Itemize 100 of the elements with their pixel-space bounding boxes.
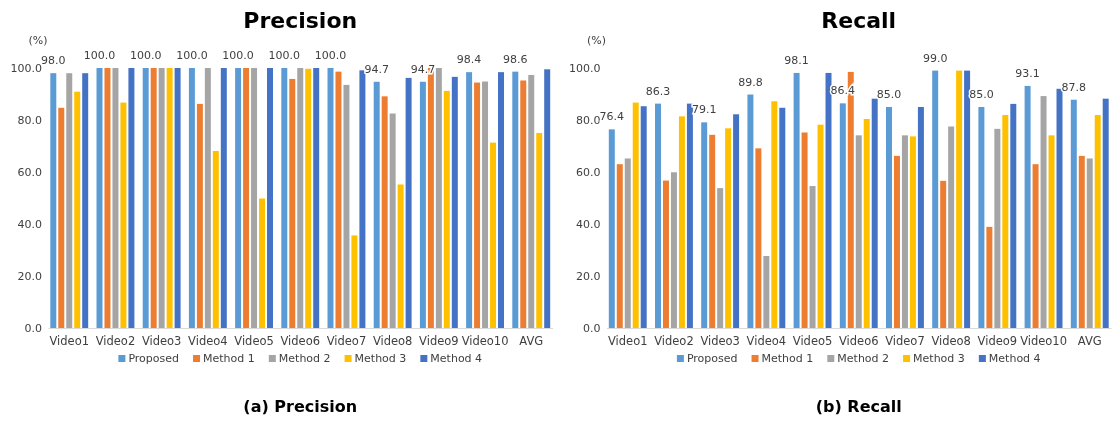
bar	[978, 107, 985, 328]
data-label: 87.8	[1061, 80, 1087, 94]
data-label: 94.7	[364, 62, 389, 76]
bar	[281, 68, 288, 328]
y-tick-label: 20.0	[576, 270, 601, 284]
data-label: 98.4	[456, 53, 482, 67]
data-label: 86.3	[645, 84, 671, 98]
legend-label: Method 2	[278, 352, 331, 365]
y-tick-label: 20.0	[17, 270, 42, 284]
data-label: 100.0	[83, 49, 116, 62]
data-label: 100.0	[268, 49, 301, 62]
x-tick-label: Video1	[49, 334, 90, 349]
y-tick-label: 40.0	[17, 218, 42, 232]
legend-label: Method 3	[913, 352, 965, 365]
bar	[289, 78, 296, 328]
legend-label: Method 1	[761, 352, 814, 365]
bar	[1002, 115, 1009, 328]
bar	[174, 68, 181, 328]
bar	[701, 122, 708, 328]
bar	[498, 72, 504, 328]
bar	[1094, 115, 1101, 328]
bar	[932, 70, 939, 328]
bar	[632, 102, 639, 328]
data-label: 79.1	[691, 103, 717, 117]
bar	[58, 107, 65, 328]
bar	[313, 68, 320, 328]
bar	[809, 186, 816, 328]
bar	[1078, 155, 1085, 328]
bar	[343, 84, 350, 328]
data-label: 100.0	[129, 49, 162, 62]
y-tick-label: 100.0	[10, 62, 42, 76]
bar	[204, 68, 211, 328]
data-label: 93.1	[1015, 66, 1040, 80]
y-tick-label: 80.0	[17, 114, 42, 128]
bar	[235, 68, 242, 328]
bar	[435, 68, 442, 328]
text: (a) Precision	[243, 397, 358, 416]
data-label: 94.7	[410, 62, 436, 76]
data-label: 85.0	[969, 88, 994, 101]
bar	[243, 68, 250, 328]
legend-label: Method 1	[203, 352, 255, 365]
bar	[771, 101, 778, 328]
bar	[994, 128, 1001, 328]
bar	[655, 103, 661, 328]
bar	[1102, 98, 1109, 328]
bar	[616, 164, 623, 328]
bar	[686, 103, 693, 328]
data-label: 89.8	[738, 75, 763, 89]
chart-title: Precision	[243, 8, 358, 33]
bar	[747, 94, 754, 328]
bar	[1070, 99, 1077, 328]
bar	[733, 114, 740, 328]
bar	[196, 103, 203, 328]
bar	[893, 155, 900, 328]
bar	[793, 72, 800, 328]
bar	[1048, 135, 1055, 328]
data-label: 99.0	[922, 51, 948, 65]
x-tick-label: AVG	[519, 334, 544, 349]
x-tick-label: Video8	[931, 334, 971, 349]
bar	[188, 68, 195, 328]
bar	[940, 180, 947, 328]
bar	[964, 70, 971, 328]
bar	[709, 134, 716, 328]
x-tick-label: Video10	[461, 334, 509, 349]
x-tick-label: Video7	[885, 334, 925, 349]
bar	[490, 142, 497, 328]
data-label: 100.0	[176, 49, 208, 62]
bar	[451, 76, 458, 328]
legend-label: Method 4	[430, 352, 483, 365]
bar	[74, 91, 81, 328]
bar	[1040, 96, 1047, 328]
bar	[871, 98, 878, 328]
bar	[66, 73, 73, 328]
bar	[482, 81, 489, 328]
bar	[678, 116, 685, 328]
bar	[128, 68, 135, 328]
bar	[779, 107, 786, 328]
bar	[405, 77, 412, 328]
x-tick-label: Video10	[1020, 334, 1067, 349]
bar	[474, 82, 481, 328]
bar	[351, 235, 358, 328]
bar	[855, 135, 862, 328]
x-tick-label: Video2	[654, 334, 694, 349]
bar	[267, 68, 273, 328]
y-axis-title: (%)	[586, 34, 607, 47]
bar	[297, 68, 304, 328]
bar	[251, 68, 258, 328]
x-tick-label: Video2	[95, 334, 136, 349]
bar	[212, 150, 219, 328]
bar	[142, 68, 149, 328]
bar	[259, 198, 266, 328]
bar	[1024, 85, 1031, 328]
bar	[359, 70, 366, 328]
bar	[166, 68, 173, 328]
bar	[717, 188, 724, 328]
data-label: 100.0	[222, 49, 254, 62]
data-label: 85.0	[876, 88, 902, 101]
bar	[817, 124, 824, 328]
x-tick-label: Video6	[280, 334, 321, 349]
bar	[948, 126, 955, 328]
